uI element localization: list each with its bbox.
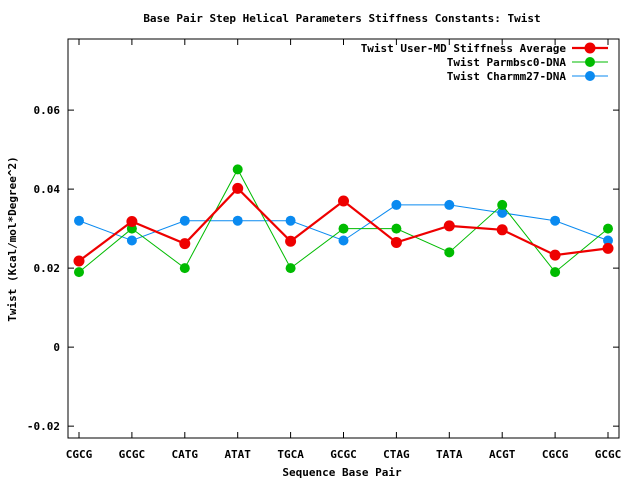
x-axis-ticks: CGCG GCGC CATG ATAT TGCA GCGC CTAG TATA ACGT CGCG… (66, 39, 622, 461)
data-point (74, 267, 84, 278)
y-tick-label: 0 (53, 341, 60, 354)
x-tick-label: CATG (172, 448, 199, 461)
legend-item-twist-parmbsc0-dna: Twist Parmbsc0-DNA (447, 56, 608, 69)
data-point (390, 236, 402, 248)
x-tick-label: GCGC (330, 448, 357, 461)
data-point (285, 215, 296, 226)
series-twist-charmm27-dna (74, 199, 613, 246)
x-tick-label: TATA (436, 448, 463, 461)
y-tick-label: 0.06 (34, 104, 61, 117)
data-point (603, 235, 613, 246)
chart-title: Base Pair Step Helical Parameters Stiffn… (143, 12, 540, 25)
data-point (126, 235, 137, 246)
x-tick-label: GCGC (119, 448, 146, 461)
y-tick-label: 0.02 (34, 262, 61, 275)
data-point (391, 223, 402, 234)
data-point (179, 215, 190, 226)
data-point (285, 263, 296, 274)
data-point (338, 235, 349, 246)
data-point (550, 215, 561, 226)
data-point (550, 267, 561, 278)
data-point (444, 199, 455, 210)
series-line (78, 168, 609, 273)
data-point (285, 235, 297, 247)
data-point (602, 242, 614, 254)
legend-label: Twist User-MD Stiffness Average (361, 42, 567, 55)
legend-swatch-marker (585, 57, 595, 67)
series-twist-parmbsc0-dna (74, 164, 613, 278)
x-tick-label: ACGT (489, 448, 516, 461)
legend-label: Twist Parmbsc0-DNA (447, 56, 567, 69)
data-point (444, 247, 455, 258)
x-tick-label: TGCA (277, 448, 304, 461)
data-point (179, 238, 191, 250)
data-point (179, 263, 190, 274)
x-axis-label: Sequence Base Pair (282, 466, 402, 479)
data-point (338, 223, 349, 234)
y-axis-label: Twist (Kcal/mol*Degree^2) (6, 156, 19, 322)
data-point (603, 223, 613, 234)
x-tick-label: GCGC (595, 448, 622, 461)
data-point (497, 199, 508, 210)
series-twist-user-md-stiffness-average (73, 182, 614, 267)
x-tick-label: ATAT (224, 448, 251, 461)
x-tick-label: CGCG (66, 448, 93, 461)
legend-item-twist-user-md-stiffness-average: Twist User-MD Stiffness Average (361, 42, 608, 55)
data-point (497, 207, 508, 218)
data-point (232, 182, 244, 194)
y-tick-label: -0.02 (27, 420, 60, 433)
series-line (78, 204, 609, 242)
data-point (496, 224, 508, 236)
data-point (232, 164, 243, 175)
x-tick-label: CTAG (383, 448, 410, 461)
x-tick-label: CGCG (542, 448, 569, 461)
data-point (443, 220, 455, 232)
legend-swatch-marker (585, 71, 595, 81)
data-point (338, 195, 349, 207)
legend-swatch-marker (584, 42, 596, 54)
legend-label: Twist Charmm27-DNA (447, 70, 567, 83)
y-tick-label: 0.04 (34, 183, 61, 196)
data-point (126, 216, 138, 228)
legend-item-twist-charmm27-dna: Twist Charmm27-DNA (447, 70, 608, 83)
series-layer (73, 164, 614, 278)
y-axis-ticks: -0.02 0 0.02 0.04 0.06 (27, 104, 619, 433)
data-point (74, 215, 84, 226)
data-point (391, 199, 402, 210)
data-point (73, 255, 85, 267)
data-point (232, 215, 243, 226)
data-point (549, 249, 561, 261)
